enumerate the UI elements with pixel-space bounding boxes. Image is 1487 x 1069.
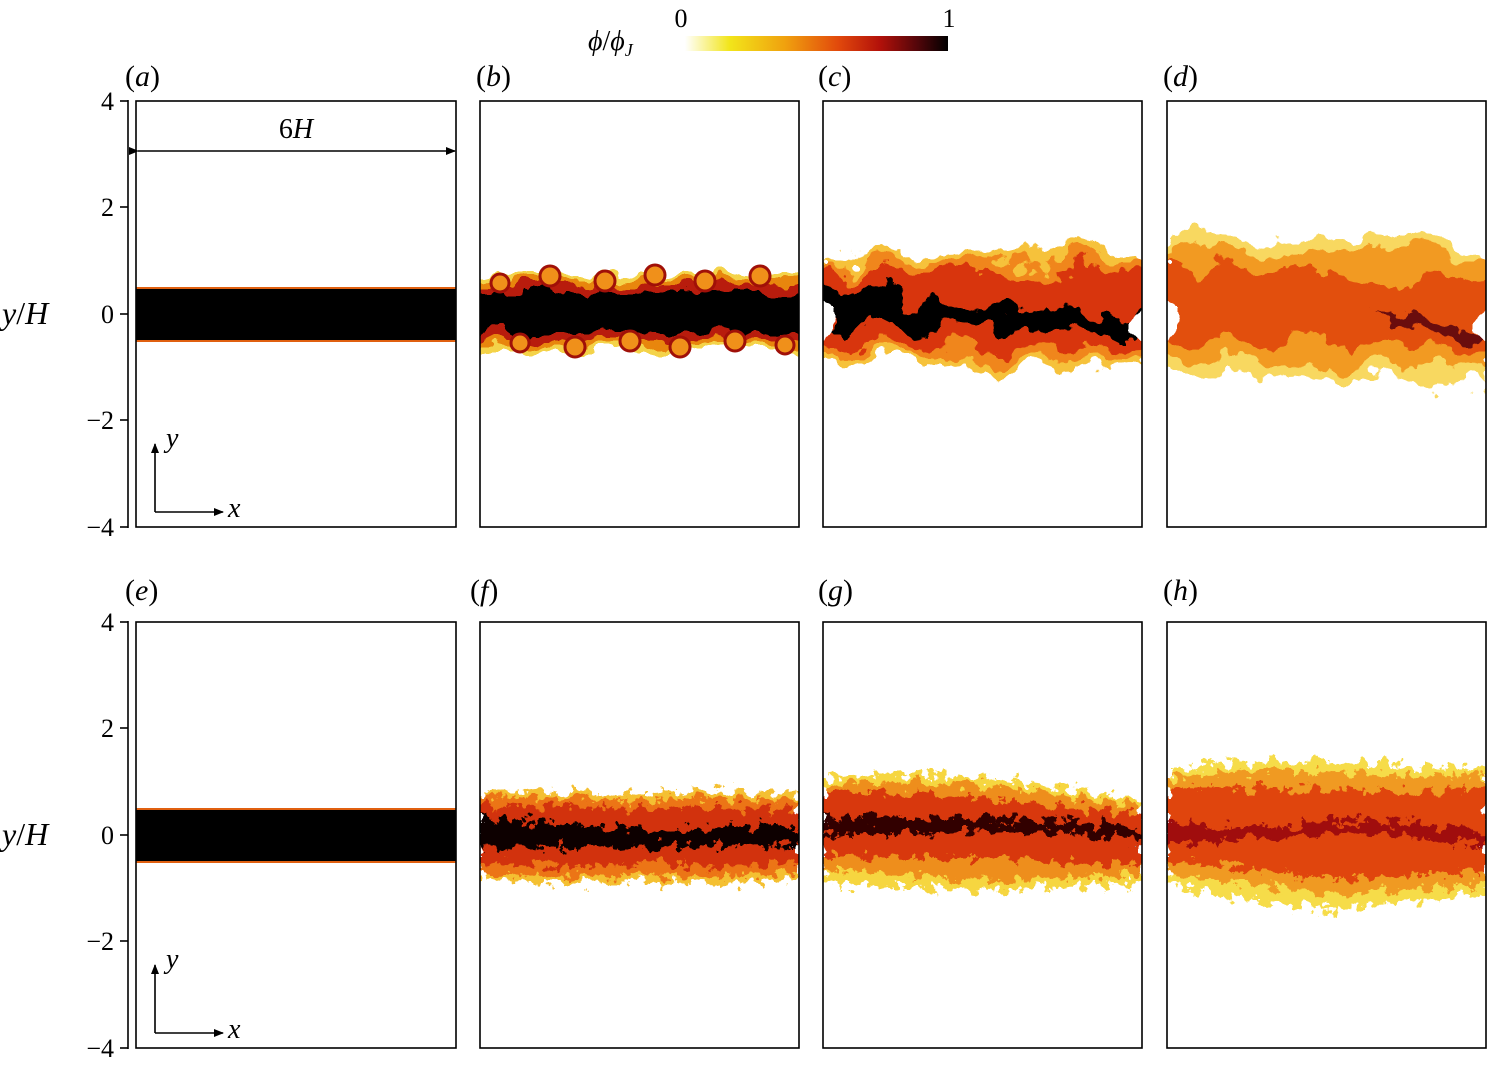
jet-core <box>136 288 456 341</box>
panel-d <box>1166 100 1487 528</box>
panel-label-f: (f) <box>470 574 498 607</box>
panel-frame <box>822 100 1143 528</box>
panel-frame <box>479 621 800 1049</box>
axis-x-marker: x <box>227 493 241 524</box>
width-label: 6H <box>279 114 315 145</box>
y-tick-label: −2 <box>86 406 114 435</box>
panel-f <box>479 621 800 1049</box>
panel-a: 6H y x <box>129 100 457 528</box>
panel-c <box>822 100 1143 528</box>
panel-frame <box>479 100 800 528</box>
colorbar: ϕ/ϕJ 0 1 <box>588 4 956 60</box>
axis-y-marker: y <box>163 944 179 975</box>
panel-label-h: (h) <box>1163 574 1198 607</box>
panel-g <box>822 621 1143 1049</box>
y-tick-label: 4 <box>101 87 114 116</box>
y-tick-label: 2 <box>101 193 114 222</box>
y-tick-label: −4 <box>86 1034 114 1063</box>
y-tick-label: 0 <box>101 821 114 850</box>
colorbar-label: ϕ/ϕJ <box>588 26 634 60</box>
colorbar-min-label: 0 <box>675 4 688 33</box>
panel-label-b: (b) <box>476 60 511 93</box>
jet-core <box>136 809 456 862</box>
y-axis-label: y/H <box>0 295 50 331</box>
panel-b <box>479 100 800 528</box>
y-axis-label: y/H <box>0 816 50 852</box>
panel-label-g: (g) <box>818 574 853 607</box>
y-axis-row2: 4 2 0 −2 −4 y/H <box>0 608 129 1063</box>
panel-h <box>1166 621 1487 1049</box>
colorbar-gradient-bar <box>685 36 948 51</box>
panel-label-e: (e) <box>125 574 158 607</box>
panel-frame <box>1166 100 1487 528</box>
axis-x-marker: x <box>227 1014 241 1045</box>
panel-labels: (a) (b) (c) (d) (e) (f) (g) (h) <box>125 60 1198 607</box>
y-tick-label: 2 <box>101 714 114 743</box>
y-tick-label: −2 <box>86 927 114 956</box>
colorbar-max-label: 1 <box>943 4 956 33</box>
axis-y-marker: y <box>163 423 179 454</box>
panel-label-c: (c) <box>818 60 851 93</box>
panel-label-d: (d) <box>1163 60 1198 93</box>
panel-e: y x <box>135 621 457 1049</box>
y-axis-row1: 4 2 0 −2 −4 y/H <box>0 87 129 542</box>
y-tick-label: −4 <box>86 513 114 542</box>
panel-label-a: (a) <box>125 60 160 93</box>
y-tick-label: 0 <box>101 300 114 329</box>
panel-frame <box>135 100 457 528</box>
panel-frame <box>822 621 1143 1049</box>
panel-frame <box>1166 621 1487 1049</box>
panel-frame <box>135 621 457 1049</box>
y-tick-label: 4 <box>101 608 114 637</box>
